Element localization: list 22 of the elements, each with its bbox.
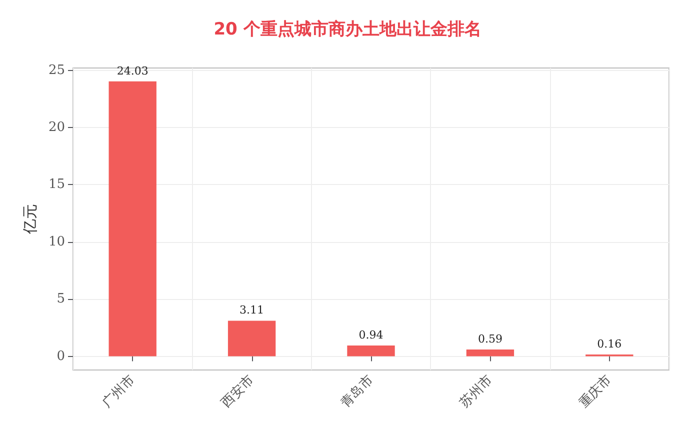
y-tick-label: 5 xyxy=(56,292,65,307)
y-tick-label: 0 xyxy=(56,348,65,364)
y-tick-label: 25 xyxy=(48,62,65,78)
bar xyxy=(347,346,395,356)
y-tick-label: 10 xyxy=(48,234,65,250)
y-tick-label: 20 xyxy=(48,120,65,135)
chart-title: 20 个重点城市商办土地出让金排名 xyxy=(214,20,482,40)
x-tick-label: 西安市 xyxy=(218,372,258,411)
data-label: 0.94 xyxy=(358,328,384,342)
data-label: 24.03 xyxy=(116,64,148,78)
data-label: 0.16 xyxy=(597,337,622,350)
x-tick-label: 青岛市 xyxy=(338,372,376,411)
data-label: 0.59 xyxy=(478,332,502,346)
x-tick-label: 广州市 xyxy=(100,372,138,411)
y-axis-title: 亿元 xyxy=(21,204,40,235)
bar xyxy=(466,350,514,356)
bar xyxy=(108,81,156,356)
bar xyxy=(228,320,276,356)
y-tick-label: 15 xyxy=(48,177,65,192)
data-label: 3.11 xyxy=(240,304,264,317)
x-tick-label: 苏州市 xyxy=(457,372,496,411)
x-tick-label: 重庆市 xyxy=(576,372,615,411)
